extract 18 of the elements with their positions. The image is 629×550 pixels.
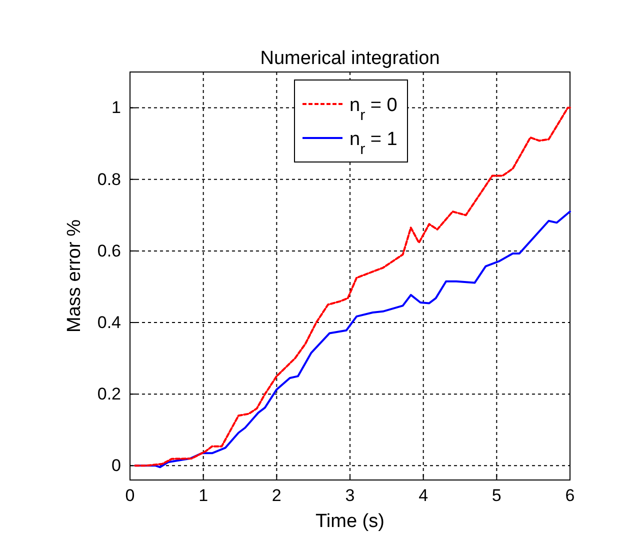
x-tick-label: 4 [418,486,428,506]
x-axis-title: Time (s) [316,511,384,532]
y-tick-label: 0.8 [97,170,121,189]
y-tick-label: 0.6 [97,241,121,260]
y-tick-label: 0.2 [97,384,121,404]
legend-label: n$_{r}$ = 1 [350,129,398,158]
x-tick-label: 0 [125,486,135,506]
y-tick-label: 1 [112,98,121,118]
y-tick-label: 0 [112,456,121,476]
y-axis-title: Mass error % [64,219,85,332]
x-tick-label: 2 [272,486,282,506]
y-tick-label: 0.4 [97,312,121,332]
x-tick-label: 3 [345,486,355,506]
chart-title: Numerical integration [260,48,440,69]
x-tick-label: 1 [198,486,208,506]
legend-label: n$_{r}$ = 0 [350,95,398,124]
x-tick-label: 5 [492,486,502,506]
x-tick-label: 6 [565,486,575,506]
